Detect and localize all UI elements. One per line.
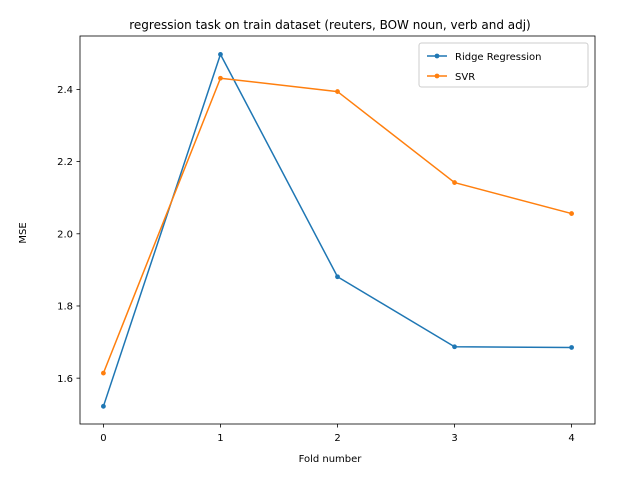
y-axis-label: MSE: [18, 222, 29, 243]
legend-label: Ridge Regression: [455, 52, 541, 63]
data-point: [569, 211, 574, 216]
x-tick-label: 0: [100, 433, 106, 444]
legend-swatch-marker: [434, 53, 440, 59]
x-tick-label: 3: [451, 433, 457, 444]
data-point: [452, 180, 457, 185]
series-layer: [101, 52, 574, 409]
x-axis-ticks: 0 1 2 3 4: [100, 424, 575, 444]
y-tick-label: 2.0: [57, 229, 73, 240]
x-axis-label: Fold number: [299, 454, 363, 465]
x-tick-label: 1: [217, 433, 223, 444]
x-tick-label: 4: [568, 433, 574, 444]
data-point: [335, 89, 340, 94]
data-point: [218, 75, 223, 81]
x-tick-label: 2: [334, 433, 340, 444]
legend-swatch-marker: [434, 73, 440, 79]
y-tick-label: 2.2: [57, 157, 73, 168]
data-point: [101, 403, 106, 409]
y-tick-label: 2.4: [57, 85, 73, 96]
legend-box: [418, 42, 589, 88]
data-point: [452, 344, 457, 350]
y-tick-label: 1.6: [57, 374, 73, 385]
data-point: [101, 370, 106, 376]
data-point: [335, 274, 340, 280]
data-point: [569, 345, 574, 350]
data-point: [218, 52, 223, 57]
legend: Ridge Regression SVR: [418, 42, 589, 88]
y-axis-ticks: 1.6 1.8 2.0 2.2 2.4: [57, 85, 80, 385]
chart-title: regression task on train dataset (reuter…: [129, 18, 531, 32]
legend-label: SVR: [455, 72, 475, 83]
y-tick-label: 1.8: [57, 302, 73, 313]
